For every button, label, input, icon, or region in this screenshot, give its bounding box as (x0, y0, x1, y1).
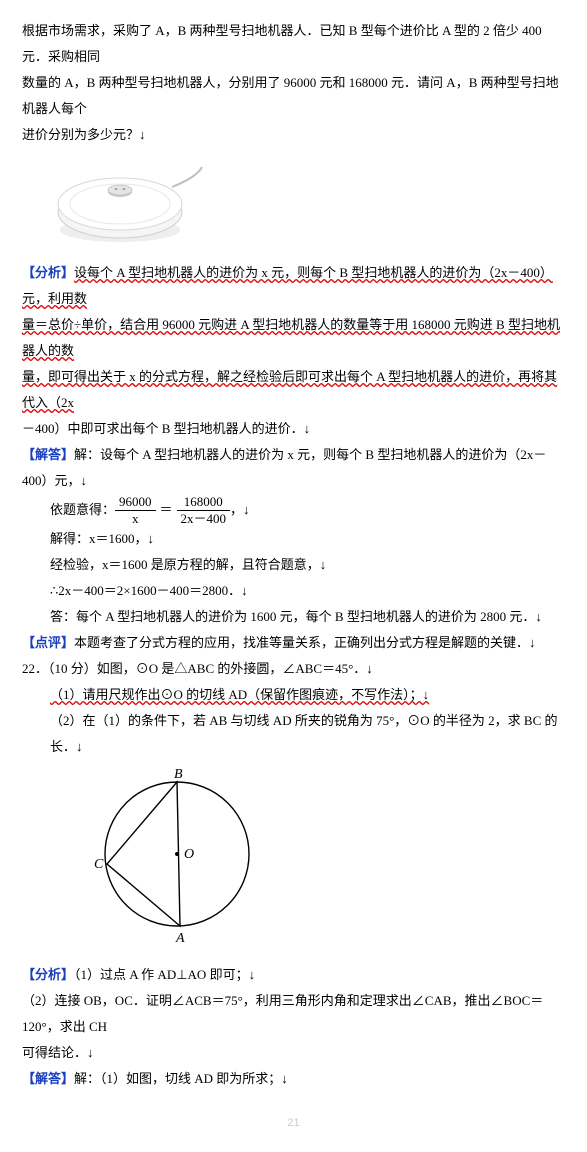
p21-analysis-t1: 设每个 A 型扫地机器人的进价为 x 元，则每个 B 型扫地机器人的进价为（2x… (22, 265, 553, 306)
p22-analysis-label: 【分析】 (22, 967, 74, 982)
p21-solve3: ∴2x－400＝2×1600－400＝2800．↓ (22, 578, 565, 604)
circle-diagram: O B C A (72, 764, 565, 958)
eq-sign: ＝ (156, 497, 177, 523)
yitide-text: 依题意得： (50, 497, 115, 523)
p21-analysis-t3: 量，即可得出关于 x 的分式方程，解之经检验后即可求出每个 A 型扫地机器人的进… (22, 369, 557, 410)
p22-answer-text: 解：（1）如图，切线 AD 即为所求；↓ (74, 1071, 288, 1086)
problem21-line1: 根据市场需求，采购了 A，B 两种型号扫地机器人．已知 B 型每个进价比 A 型… (22, 18, 565, 70)
p21-analysis-l2: 量＝总价÷单价，结合用 96000 元购进 A 型扫地机器人的数量等于用 168… (22, 312, 565, 364)
p21-analysis-l1: 【分析】设每个 A 型扫地机器人的进价为 x 元，则每个 B 型扫地机器人的进价… (22, 260, 565, 312)
robot-vacuum-image (42, 152, 565, 256)
p21-solve2: 经检验，x＝1600 是原方程的解，且符合题意，↓ (22, 552, 565, 578)
frac2-den: 2x－400 (177, 511, 231, 527)
p22-header: 22．（10 分）如图，⊙O 是△ABC 的外接圆，∠ABC＝45°．↓ (22, 656, 565, 682)
page-number: 21 (22, 1112, 565, 1134)
p22-part1-text: （1）请用尺规作出⊙O 的切线 AD（保留作图痕迹，不写作法）；↓ (50, 687, 429, 702)
p21-answer-intro: 【解答】解：设每个 A 型扫地机器人的进价为 x 元，则每个 B 型扫地机器人的… (22, 442, 565, 494)
p22-answer-label: 【解答】 (22, 1071, 74, 1086)
frac-1: 96000 x (115, 494, 156, 526)
svg-text:O: O (184, 847, 194, 862)
p21-answer-intro-text: 解：设每个 A 型扫地机器人的进价为 x 元，则每个 B 型扫地机器人的进价为（… (22, 447, 546, 488)
comment-label: 【点评】 (22, 635, 74, 650)
p21-equation: 依题意得： 96000 x ＝ 168000 2x－400 ，↓ (22, 494, 565, 526)
p22-part2: （2）在（1）的条件下，若 AB 与切线 AD 所夹的锐角为 75°，⊙O 的半… (22, 708, 565, 760)
p22-analysis-l2b: 可得结论．↓ (22, 1040, 565, 1066)
p22-part1: （1）请用尺规作出⊙O 的切线 AD（保留作图痕迹，不写作法）；↓ (22, 682, 565, 708)
svg-text:A: A (175, 931, 185, 946)
p21-analysis-t2: 量＝总价÷单价，结合用 96000 元购进 A 型扫地机器人的数量等于用 168… (22, 317, 560, 358)
svg-text:B: B (174, 767, 183, 782)
frac1-num: 96000 (115, 494, 156, 511)
p21-analysis-l4: －400）中即可求出每个 B 型扫地机器人的进价．↓ (22, 416, 565, 442)
problem21-line2: 数量的 A，B 两种型号扫地机器人，分别用了 96000 元和 168000 元… (22, 70, 565, 122)
p21-comment: 【点评】本题考查了分式方程的应用，找准等量关系，正确列出分式方程是解题的关键．↓ (22, 630, 565, 656)
p22-analysis-l1: 【分析】（1）过点 A 作 AD⊥AO 即可；↓ (22, 962, 565, 988)
frac-2: 168000 2x－400 (177, 494, 231, 526)
p22-analysis-l2a: （2）连接 OB，OC．证明∠ACB＝75°，利用三角形内角和定理求出∠CAB，… (22, 988, 565, 1040)
frac1-den: x (115, 511, 156, 527)
svg-text:C: C (94, 857, 104, 872)
p21-solve1: 解得：x＝1600，↓ (22, 526, 565, 552)
frac2-num: 168000 (177, 494, 231, 511)
problem21-line3: 进价分别为多少元？↓ (22, 122, 565, 148)
p21-analysis-l3: 量，即可得出关于 x 的分式方程，解之经检验后即可求出每个 A 型扫地机器人的进… (22, 364, 565, 416)
p22-answer: 【解答】解：（1）如图，切线 AD 即为所求；↓ (22, 1066, 565, 1092)
eq-comma: ，↓ (230, 497, 250, 523)
p21-solve4: 答：每个 A 型扫地机器人的进价为 1600 元，每个 B 型扫地机器人的进价为… (22, 604, 565, 630)
analysis-label: 【分析】 (22, 265, 74, 280)
p21-comment-text: 本题考查了分式方程的应用，找准等量关系，正确列出分式方程是解题的关键．↓ (74, 635, 536, 650)
p22-analysis-t1: （1）过点 A 作 AD⊥AO 即可；↓ (74, 967, 255, 982)
answer-label: 【解答】 (22, 447, 74, 462)
